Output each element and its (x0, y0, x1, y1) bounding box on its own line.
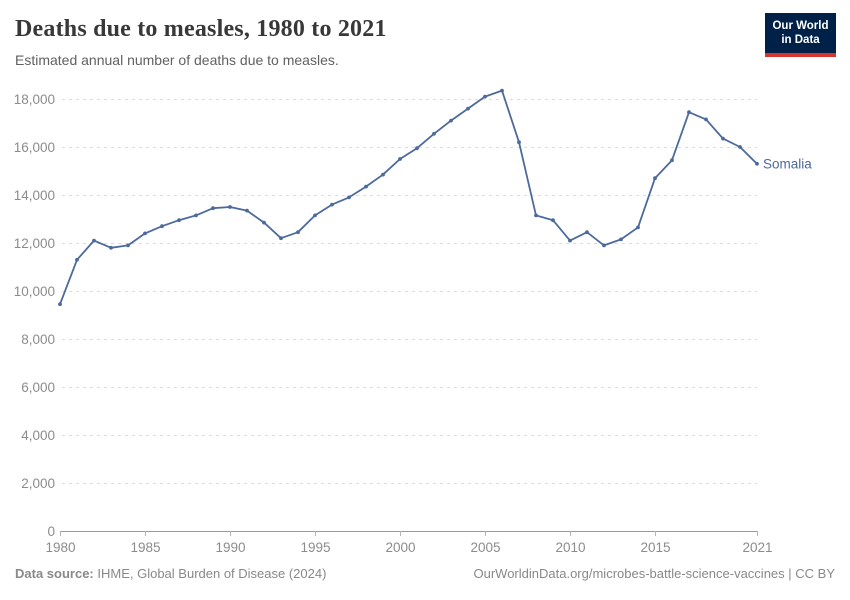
y-gridlines-and-labels: 0 2,000 4,000 6,000 8,000 10,000 12,000 14,000 1… (14, 92, 757, 539)
svg-text:16,000: 16,000 (14, 140, 55, 155)
chart-footer: Data source: IHME, Global Burden of Dise… (15, 566, 835, 581)
entity-label-somalia[interactable]: Somalia (763, 156, 812, 171)
svg-text:18,000: 18,000 (14, 92, 55, 107)
svg-text:1985: 1985 (130, 540, 160, 555)
svg-text:2015: 2015 (640, 540, 670, 555)
svg-text:0: 0 (47, 524, 55, 539)
chart-header: Deaths due to measles, 1980 to 2021 Esti… (15, 16, 750, 68)
svg-text:8,000: 8,000 (21, 332, 55, 347)
svg-text:1995: 1995 (300, 540, 330, 555)
svg-text:14,000: 14,000 (14, 188, 55, 203)
svg-text:2000: 2000 (385, 540, 415, 555)
svg-text:1990: 1990 (215, 540, 245, 555)
owid-logo-text: Our World in Data (772, 20, 829, 47)
svg-text:4,000: 4,000 (21, 428, 55, 443)
svg-text:2021: 2021 (742, 540, 772, 555)
svg-text:2,000: 2,000 (21, 476, 55, 491)
owid-logo: Our World in Data (765, 13, 836, 57)
svg-text:12,000: 12,000 (14, 236, 55, 251)
data-source-label: Data source: (15, 566, 94, 581)
page-title: Deaths due to measles, 1980 to 2021 (15, 16, 387, 42)
data-source-note: Data source: IHME, Global Burden of Dise… (15, 566, 326, 581)
line-series-somalia[interactable] (58, 88, 759, 307)
svg-text:1980: 1980 (45, 540, 75, 555)
x-axis-ticks-and-labels: 1980 1985 1990 1995 2000 2005 2010 2015 2021 (45, 531, 773, 555)
data-source-value: IHME, Global Burden of Disease (2024) (97, 566, 327, 581)
svg-text:2005: 2005 (470, 540, 500, 555)
svg-text:10,000: 10,000 (14, 284, 55, 299)
chart-subtitle: Estimated annual number of deaths due to… (15, 52, 339, 68)
owid-logo-accent-bar (765, 52, 836, 57)
credit-link[interactable]: OurWorldinData.org/microbes-battle-scien… (473, 566, 836, 581)
svg-text:6,000: 6,000 (21, 380, 55, 395)
svg-text:2010: 2010 (555, 540, 585, 555)
